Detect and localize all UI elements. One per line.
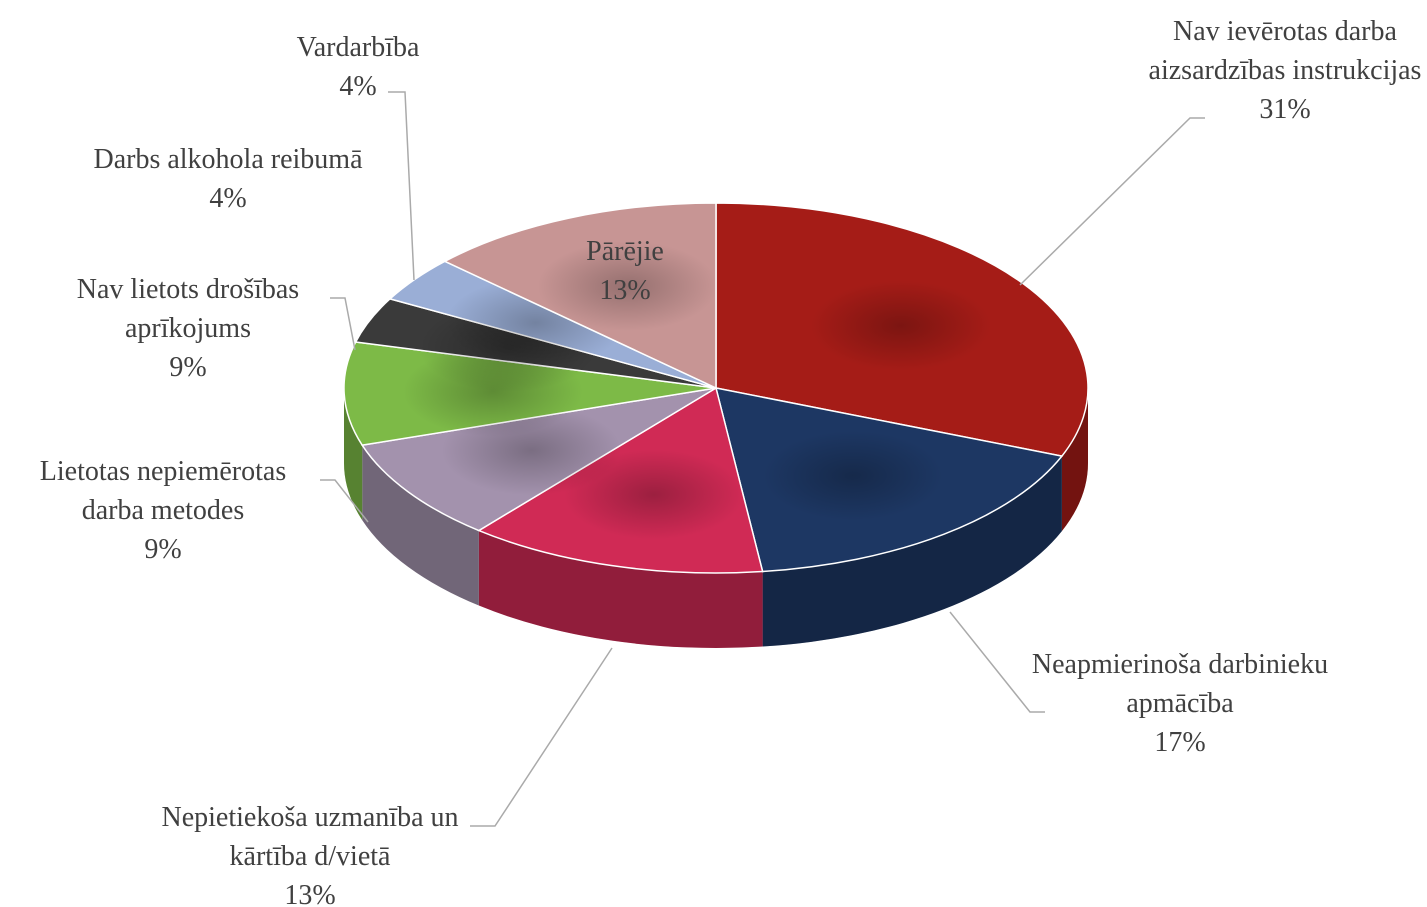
slice-value: 4% [209, 183, 247, 214]
pie-side [478, 530, 763, 648]
leader-line [470, 647, 613, 827]
slice-value: 31% [1259, 94, 1311, 125]
slice-name: Pārējie [586, 236, 664, 267]
slice-shine [537, 241, 718, 332]
leader-line [320, 479, 369, 523]
slice-value: 13% [599, 275, 651, 306]
slice-label: Nav lietots drošības aprīkojums 9% [43, 270, 333, 387]
slice-value: 4% [339, 71, 377, 102]
slice-label: Nepietiekoša uzmanība un kārtība d/vietā… [145, 798, 475, 907]
slice-name: Lietotas nepiemērotas darba metodes [39, 456, 287, 526]
slice-value: 9% [144, 534, 182, 565]
slice-value: 13% [284, 880, 336, 907]
leader-line [1019, 117, 1205, 286]
pie-side-shade [362, 445, 479, 606]
pie-side-shade [344, 388, 363, 521]
slice-name: Nav ievērotas darba aizsardzības instruk… [1148, 16, 1422, 86]
slice-label: Vardarbība 4% [258, 28, 458, 106]
slice-label: Nav ievērotas darba aizsardzības instruk… [1140, 12, 1427, 129]
slice-name: Neapmierinoša darbinieku apmācība [1031, 649, 1329, 719]
slice-value: 9% [169, 352, 207, 383]
slice-label: Darbs alkohola reibumā 4% [48, 140, 408, 218]
slice-label: Lietotas nepiemērotas darba metodes 9% [8, 452, 318, 569]
leader-line [330, 297, 356, 351]
pie-side [344, 388, 363, 521]
leader-line [949, 611, 1045, 713]
slice-label: Neapmierinoša darbinieku apmācība 17% [1030, 645, 1330, 762]
pie-side-shade [478, 530, 763, 648]
slice-name: Nav lietots drošības aprīkojums [76, 274, 300, 344]
leader-line [388, 91, 415, 281]
pie-side [362, 445, 479, 606]
pie-side-shade [762, 456, 1062, 647]
slice-label: Pārējie 13% [525, 232, 725, 310]
pie-side [762, 456, 1062, 647]
slice-value: 17% [1154, 727, 1206, 758]
slice-shine [762, 430, 943, 521]
slice-name: Darbs alkohola reibumā [93, 144, 363, 175]
slice-shine [810, 280, 991, 371]
slice-name: Nepietiekoša uzmanība un kārtība d/vietā [161, 802, 459, 872]
slice-name: Vardarbība [296, 32, 420, 63]
